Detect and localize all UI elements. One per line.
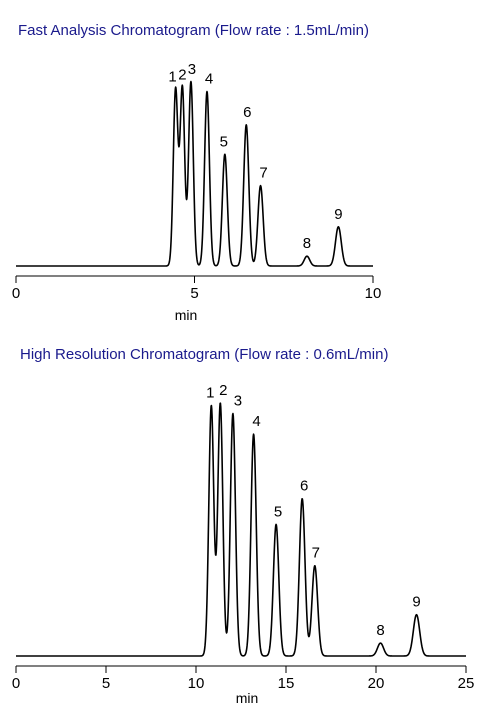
peak-label: 7 (312, 545, 320, 562)
peak-label: 4 (205, 71, 213, 88)
peak-label: 6 (300, 478, 308, 495)
x-tick-labels: 0 5 10 15 20 25 (12, 675, 475, 692)
peak-label: 2 (178, 67, 186, 84)
chart-fast-analysis: Fast Analysis Chromatogram (Flow rate : … (12, 22, 382, 323)
chart-title: High Resolution Chromatogram (Flow rate … (20, 346, 388, 363)
chart-high-resolution: High Resolution Chromatogram (Flow rate … (12, 346, 475, 706)
peak-label: 2 (219, 382, 227, 399)
x-axis-label: min (175, 307, 198, 323)
peak-label: 5 (274, 503, 282, 520)
peak-label: 1 (168, 69, 176, 86)
x-tick-label: 0 (12, 285, 20, 302)
x-tick-label: 10 (188, 675, 205, 692)
x-axis (15, 665, 467, 673)
chart-title: Fast Analysis Chromatogram (Flow rate : … (18, 22, 369, 39)
peak-label: 8 (303, 235, 311, 252)
peak-label: 9 (334, 206, 342, 223)
x-tick-label: 20 (368, 675, 385, 692)
x-tick-label: 0 (12, 675, 20, 692)
x-axis-label: min (236, 690, 259, 706)
x-tick-label: 5 (190, 285, 198, 302)
x-tick-labels: 0 5 10 (12, 285, 382, 302)
peak-label: 6 (243, 104, 251, 121)
chromatogram-trace (15, 80, 374, 267)
x-axis (15, 275, 374, 283)
peak-label: 5 (220, 133, 228, 150)
peak-label: 9 (412, 594, 420, 611)
peak-label: 3 (188, 61, 196, 78)
peak-label: 3 (234, 392, 242, 409)
x-tick-label: 5 (102, 675, 110, 692)
x-tick-label: 10 (365, 285, 382, 302)
chromatogram-trace-group (15, 402, 467, 657)
chromatogram-trace-group (15, 80, 374, 267)
peak-label: 8 (376, 622, 384, 639)
chromatogram-trace (15, 402, 467, 657)
x-tick-label: 25 (458, 675, 475, 692)
peak-label: 4 (252, 413, 260, 430)
x-tick-label: 15 (278, 675, 295, 692)
peak-label: 1 (206, 385, 214, 402)
peak-label: 7 (259, 165, 267, 182)
